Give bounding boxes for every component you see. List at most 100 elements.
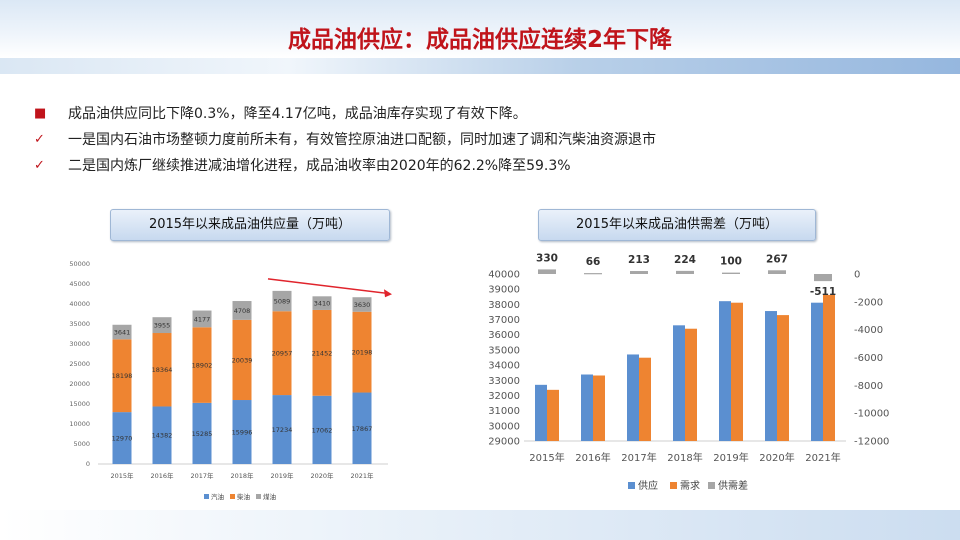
right-y-tick-label: -2000	[854, 297, 883, 308]
data-label: 5089	[274, 298, 291, 306]
bullet-item: ✓ 二是国内炼厂继续推进减油增化进程，成品油收率由2020年的62.2%降至59…	[34, 156, 934, 182]
gap-bar	[676, 270, 694, 274]
demand-bar	[777, 315, 789, 441]
left-y-tick-label: 38000	[488, 300, 520, 311]
left-y-tick-label: 34000	[488, 361, 520, 372]
y-tick-label: 30000	[69, 340, 90, 348]
legend-label: 需求	[680, 480, 700, 492]
page-title: 成品油供应：成品油供应连续2年下降	[287, 27, 672, 53]
data-label: 4177	[194, 315, 211, 323]
x-tick-label: 2018年	[667, 451, 702, 464]
legend-swatch	[204, 494, 209, 499]
demand-bar	[639, 357, 651, 441]
y-tick-label: 40000	[69, 300, 90, 308]
supply-bar	[673, 325, 685, 441]
bar-segment	[232, 301, 252, 320]
demand-bar	[685, 328, 697, 441]
bar-segment	[232, 319, 252, 401]
data-label: 12970	[112, 435, 133, 443]
bullet-item: ■ 成品油供应同比下降0.3%，降至4.17亿吨，成品油库存实现了有效下降。	[34, 104, 934, 130]
y-tick-label: 0	[86, 460, 90, 468]
right-y-tick-label: -6000	[854, 353, 883, 364]
legend-label: 供应	[638, 479, 658, 492]
y-tick-label: 20000	[69, 380, 90, 388]
left-y-tick-label: 39000	[488, 285, 520, 296]
gap-data-label: 224	[674, 254, 696, 266]
gap-bar	[768, 270, 786, 274]
trend-arrow-line	[267, 278, 387, 294]
bullet-list: ■ 成品油供应同比下降0.3%，降至4.17亿吨，成品油库存实现了有效下降。 ✓…	[34, 104, 934, 182]
data-label: 15285	[192, 430, 213, 438]
x-tick-label: 2017年	[621, 451, 656, 464]
left-y-tick-label: 32000	[488, 391, 520, 402]
supply-demand-gap-chart: 29000 30000 31000 32000 33000 34000 35000 36000…	[488, 252, 889, 492]
bar-segment	[192, 310, 212, 328]
data-label: 17062	[312, 426, 333, 434]
data-label: 14382	[152, 432, 173, 440]
y-tick-label: 15000	[69, 400, 90, 408]
supply-bar	[811, 302, 823, 441]
x-tick-label: 2019年	[713, 451, 748, 464]
supply-bar	[765, 311, 777, 441]
demand-bar	[731, 302, 743, 441]
bar-segment	[152, 406, 172, 464]
bar-segment	[192, 402, 212, 464]
data-label: 15996	[232, 429, 253, 437]
bar-segment	[192, 327, 212, 403]
bar-segment	[112, 324, 132, 340]
x-tick-label: 2017年	[190, 471, 214, 480]
bar-segment	[312, 296, 332, 310]
bar-segment	[312, 395, 332, 464]
x-tick-label: 2020年	[759, 451, 794, 464]
left-y-tick-label: 35000	[488, 345, 520, 356]
supply-bar	[719, 301, 731, 441]
data-label: 18902	[192, 362, 213, 370]
bullet-text: 二是国内炼厂继续推进减油增化进程，成品油收率由2020年的62.2%降至59.3…	[68, 158, 571, 174]
y-tick-label: 45000	[69, 280, 90, 288]
footer-band	[0, 510, 960, 540]
legend-swatch	[256, 494, 261, 499]
y-tick-label: 50000	[69, 260, 90, 268]
gap-bar	[538, 269, 556, 274]
data-label: 20198	[352, 349, 373, 357]
trend-arrow-head	[384, 289, 392, 298]
x-tick-label: 2021年	[805, 451, 840, 464]
data-label: 17867	[352, 425, 373, 433]
bar-segment	[232, 400, 252, 464]
x-tick-label: 2019年	[270, 471, 294, 480]
gap-bar	[814, 274, 832, 282]
gap-data-label: 66	[586, 256, 601, 268]
data-label: 17234	[272, 426, 293, 434]
bar-segment	[312, 309, 332, 396]
x-tick-label: 2018年	[230, 471, 254, 480]
chart1-title: 2015年以来成品油供应量（万吨）	[110, 209, 390, 241]
left-y-tick-label: 40000	[488, 270, 520, 281]
data-label: 3410	[314, 300, 331, 308]
supply-bar	[535, 384, 547, 441]
left-y-tick-label: 37000	[488, 315, 520, 326]
data-label: 4708	[234, 307, 251, 315]
y-tick-label: 35000	[69, 320, 90, 328]
x-tick-label: 2015年	[110, 471, 134, 480]
bullet-item: ✓ 一是国内石油市场整顿力度前所未有，有效管控原油进口配额，同时加速了调和汽柴油…	[34, 130, 934, 156]
bullet-text: 一是国内石油市场整顿力度前所未有，有效管控原油进口配额，同时加速了调和汽柴油资源…	[68, 132, 656, 148]
legend-label: 汽油	[211, 492, 224, 501]
right-y-tick-label: -10000	[854, 409, 889, 420]
bar-segment	[352, 392, 372, 464]
legend-swatch	[670, 482, 677, 489]
supply-bar	[627, 354, 639, 441]
y-tick-label: 10000	[69, 420, 90, 428]
legend-label: 柴油	[237, 492, 250, 501]
demand-bar	[547, 389, 559, 441]
check-bullet-icon: ✓	[34, 132, 45, 147]
data-label: 21452	[312, 349, 333, 357]
y-tick-label: 25000	[69, 360, 90, 368]
demand-bar	[593, 375, 605, 441]
legend-swatch	[628, 482, 635, 489]
bullet-text: 成品油供应同比下降0.3%，降至4.17亿吨，成品油库存实现了有效下降。	[68, 106, 527, 122]
check-bullet-icon: ✓	[34, 158, 45, 173]
chart2-title: 2015年以来成品油供需差（万吨）	[538, 209, 816, 241]
bar-segment	[152, 317, 172, 334]
x-tick-label: 2016年	[150, 471, 174, 480]
right-y-tick-label: -4000	[854, 325, 883, 336]
